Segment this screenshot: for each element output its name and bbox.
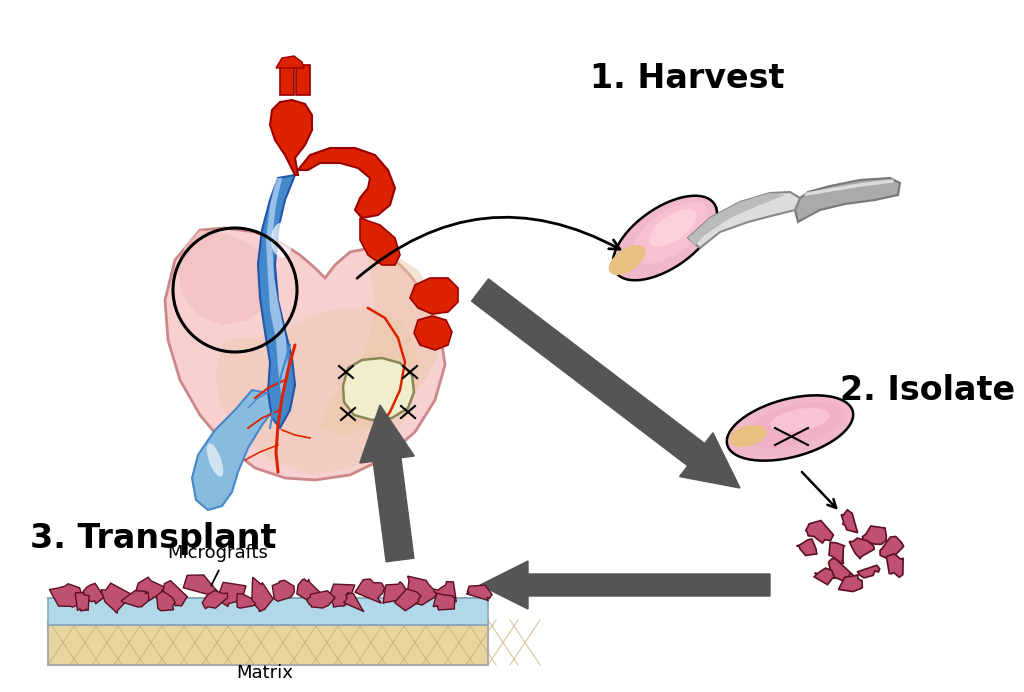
Polygon shape xyxy=(383,582,409,603)
Polygon shape xyxy=(135,577,164,602)
Polygon shape xyxy=(121,591,150,607)
Polygon shape xyxy=(280,65,294,95)
Polygon shape xyxy=(842,510,858,533)
Polygon shape xyxy=(688,192,800,248)
Ellipse shape xyxy=(271,223,293,257)
Polygon shape xyxy=(880,536,903,558)
Polygon shape xyxy=(297,579,327,606)
Polygon shape xyxy=(343,358,414,420)
Polygon shape xyxy=(480,561,770,609)
Polygon shape xyxy=(48,620,488,665)
Polygon shape xyxy=(237,594,256,608)
Polygon shape xyxy=(797,539,817,556)
Polygon shape xyxy=(408,576,438,605)
Polygon shape xyxy=(862,526,887,545)
Text: 2. Isolate: 2. Isolate xyxy=(840,374,1015,407)
Polygon shape xyxy=(83,583,104,604)
Polygon shape xyxy=(183,575,221,597)
Polygon shape xyxy=(178,230,275,325)
Polygon shape xyxy=(649,209,696,247)
Text: Micrografts: Micrografts xyxy=(168,544,268,562)
Polygon shape xyxy=(394,589,421,611)
Polygon shape xyxy=(729,425,767,447)
Polygon shape xyxy=(829,543,845,563)
Polygon shape xyxy=(270,100,312,175)
Polygon shape xyxy=(828,558,853,582)
Polygon shape xyxy=(360,218,400,265)
Polygon shape xyxy=(631,202,709,264)
Polygon shape xyxy=(163,581,187,606)
Polygon shape xyxy=(215,308,420,475)
Polygon shape xyxy=(839,575,862,592)
Polygon shape xyxy=(433,582,457,602)
Text: 3. Transplant: 3. Transplant xyxy=(30,522,276,555)
Text: Matrix: Matrix xyxy=(237,664,294,682)
Polygon shape xyxy=(296,65,310,95)
Polygon shape xyxy=(165,228,445,480)
Polygon shape xyxy=(414,316,452,350)
Polygon shape xyxy=(613,196,717,280)
Polygon shape xyxy=(48,598,488,625)
Polygon shape xyxy=(887,554,903,577)
Polygon shape xyxy=(795,178,900,222)
Polygon shape xyxy=(727,395,853,461)
Polygon shape xyxy=(849,538,874,559)
Polygon shape xyxy=(410,278,458,314)
Ellipse shape xyxy=(207,444,223,477)
Polygon shape xyxy=(471,279,740,488)
Polygon shape xyxy=(433,593,455,610)
Polygon shape xyxy=(355,579,384,603)
Polygon shape xyxy=(215,583,246,607)
Polygon shape xyxy=(252,577,273,612)
Polygon shape xyxy=(193,390,278,510)
Polygon shape xyxy=(466,585,492,601)
Polygon shape xyxy=(319,248,442,435)
Polygon shape xyxy=(266,178,288,395)
Polygon shape xyxy=(306,591,335,608)
Polygon shape xyxy=(770,408,829,432)
Polygon shape xyxy=(746,402,844,448)
Polygon shape xyxy=(157,591,175,611)
Polygon shape xyxy=(258,175,295,428)
Polygon shape xyxy=(272,580,294,601)
Polygon shape xyxy=(857,565,880,578)
Polygon shape xyxy=(814,568,836,585)
Polygon shape xyxy=(688,193,785,245)
Polygon shape xyxy=(608,245,645,275)
Polygon shape xyxy=(330,584,354,607)
Polygon shape xyxy=(75,592,89,611)
Polygon shape xyxy=(276,56,304,68)
Polygon shape xyxy=(359,405,415,562)
Text: 1. Harvest: 1. Harvest xyxy=(590,62,784,95)
Polygon shape xyxy=(806,520,834,543)
Polygon shape xyxy=(298,148,395,218)
Polygon shape xyxy=(101,583,134,613)
Polygon shape xyxy=(49,584,84,607)
Polygon shape xyxy=(344,593,364,612)
Polygon shape xyxy=(202,590,227,609)
